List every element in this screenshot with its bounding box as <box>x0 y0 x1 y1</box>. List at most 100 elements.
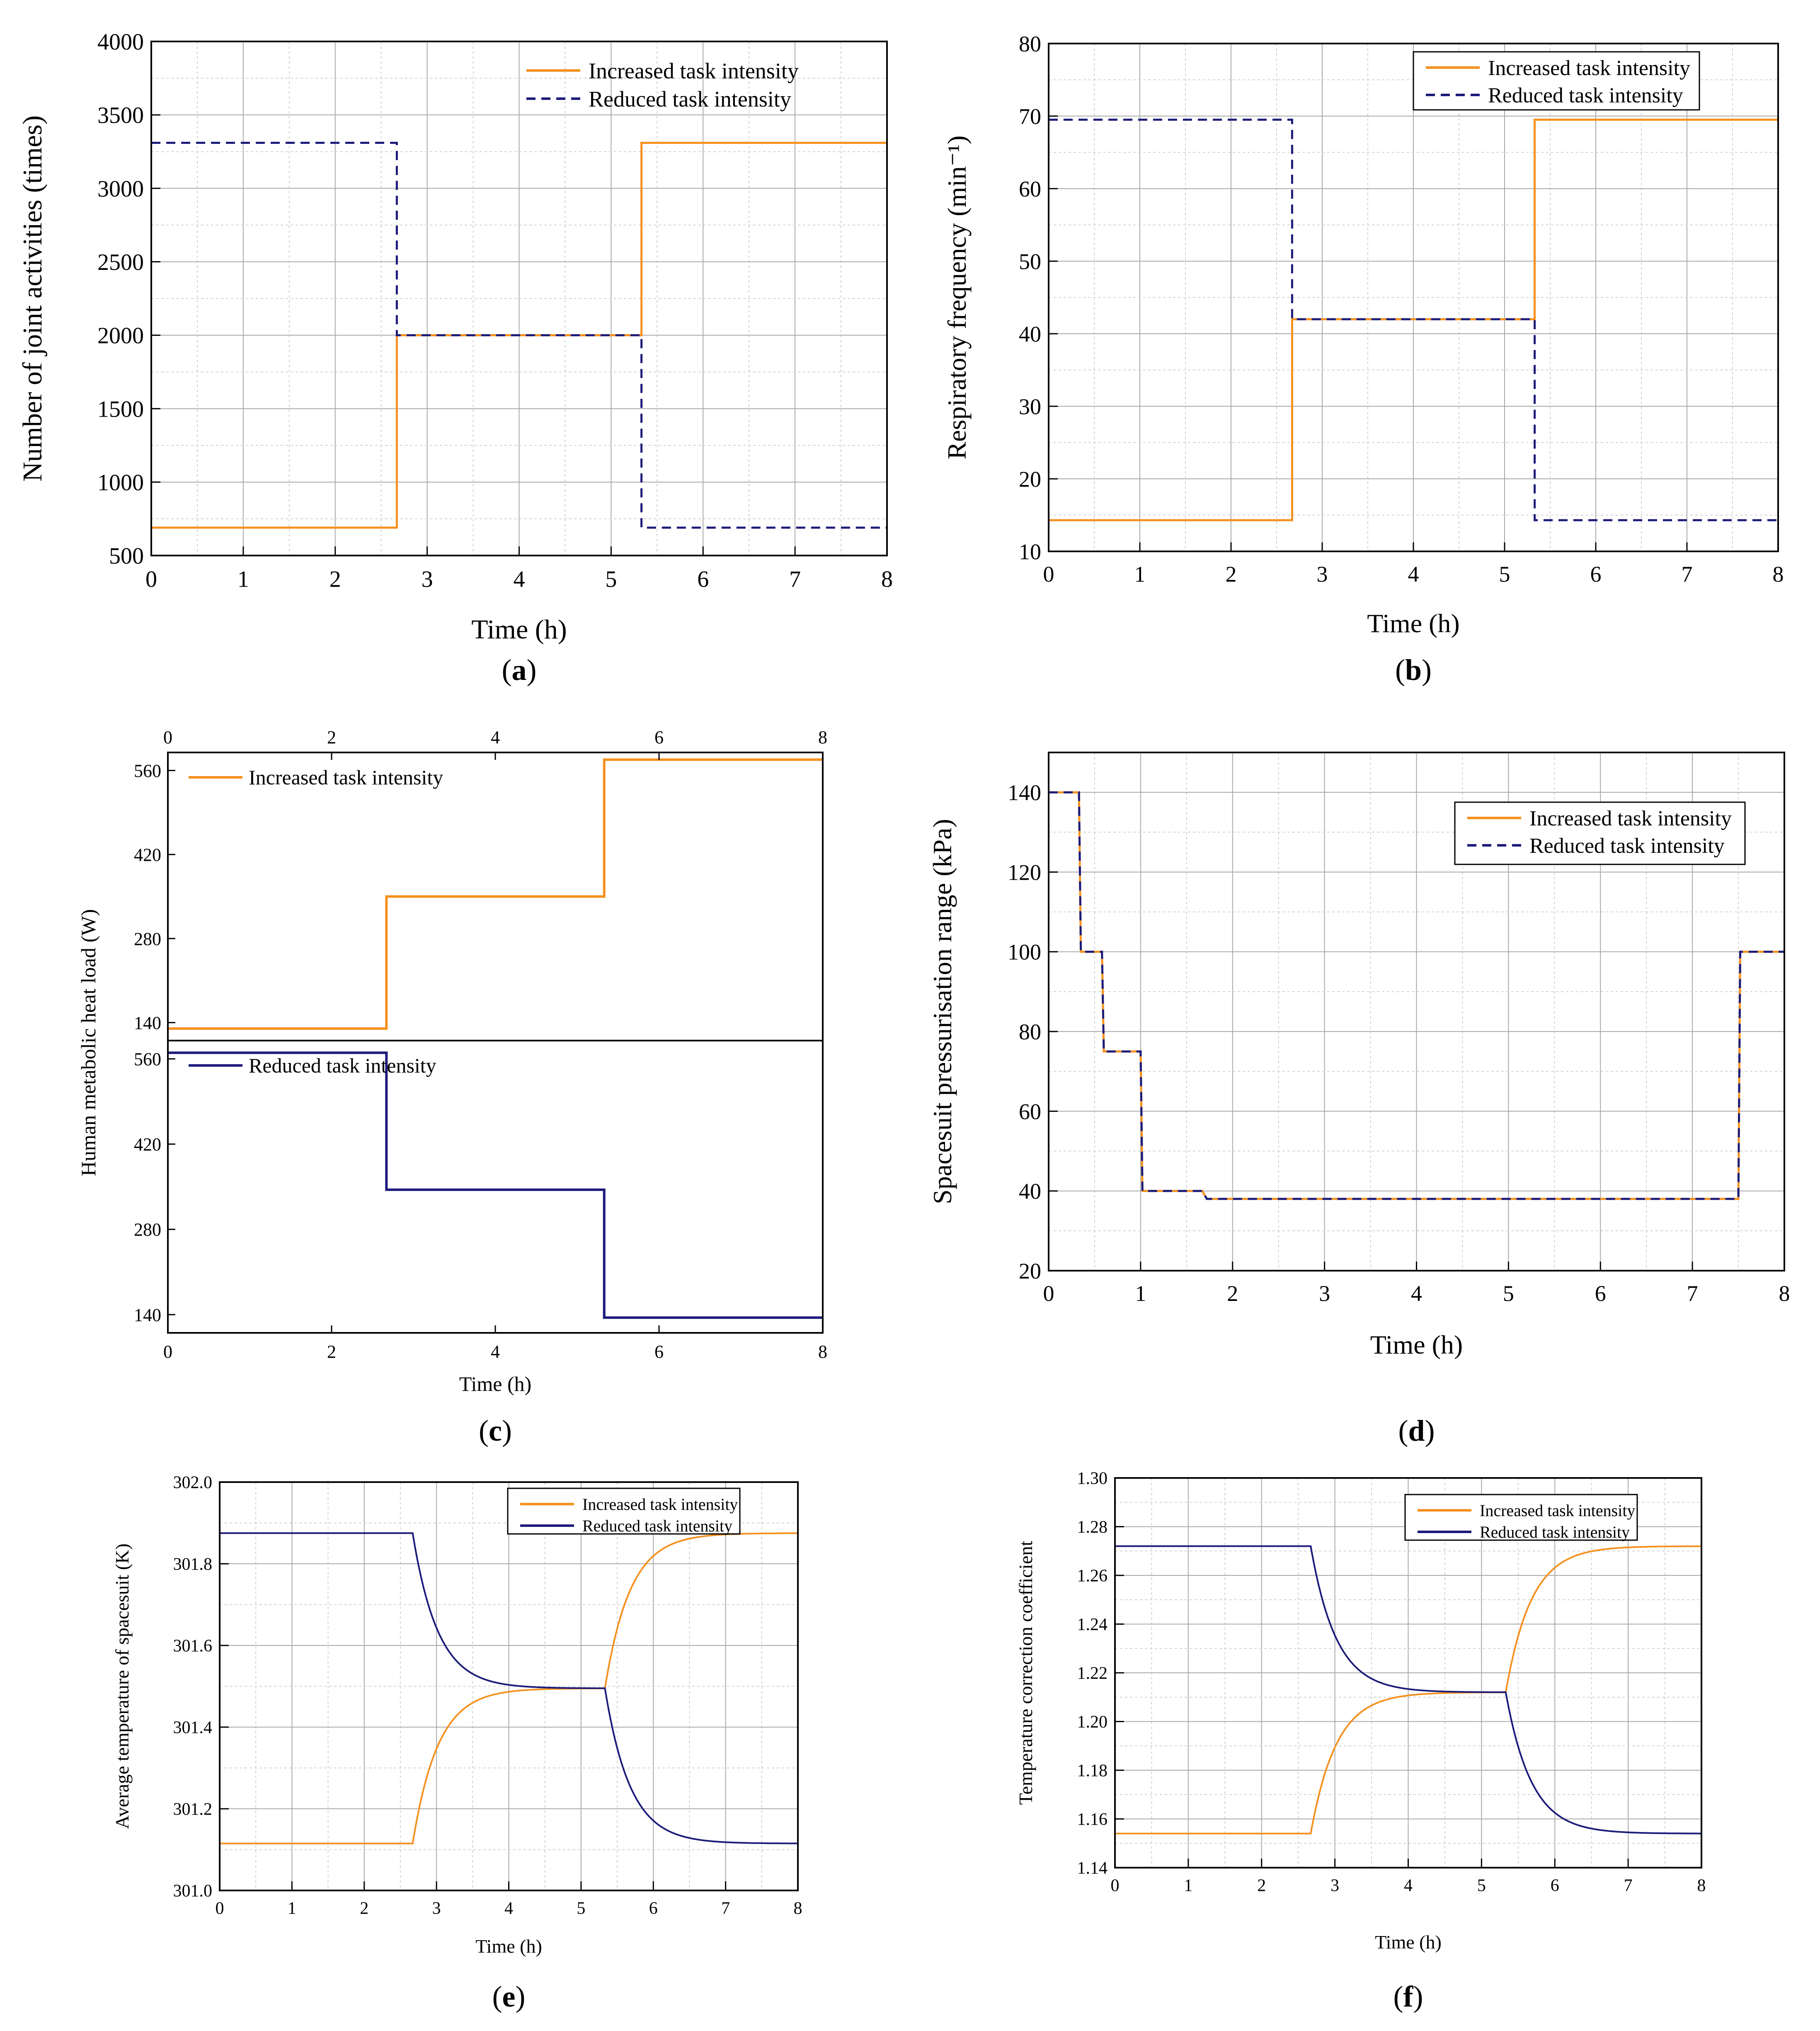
caption-a: (a) <box>502 653 537 687</box>
y-tick-label: 3000 <box>97 176 144 202</box>
series-line-increased <box>1115 1545 1701 1834</box>
y-tick-label: 60 <box>1019 177 1041 201</box>
x-tick-label: 5 <box>1499 562 1510 587</box>
legend-label: Increased task intensity <box>249 766 443 789</box>
x-tick-label: 3 <box>432 1899 441 1918</box>
x-tick-label: 3 <box>1317 562 1328 587</box>
x-tick-label: 2 <box>1227 1281 1238 1306</box>
x-tick-label: 0 <box>145 567 157 592</box>
x-tick-label: 3 <box>1330 1876 1339 1895</box>
x-tick-label: 6 <box>1590 562 1602 587</box>
x-tick-label: 4 <box>1404 1876 1413 1895</box>
x-tick-label: 3 <box>1319 1281 1330 1306</box>
x-tick-label: 2 <box>1226 562 1237 587</box>
y-tick-label: 500 <box>109 544 144 569</box>
y-tick-label: 100 <box>1008 940 1041 965</box>
plot-frame <box>1048 43 1779 552</box>
x-tick-label: 8 <box>881 567 893 592</box>
y-tick-label: 30 <box>1019 394 1041 419</box>
y-tick-label: 1.28 <box>1077 1518 1108 1537</box>
x-tick-label: 8 <box>794 1899 802 1918</box>
x-axis-label: Time (h) <box>1370 1330 1463 1359</box>
y-tick-label: 140 <box>134 1013 161 1033</box>
legend-label: Reduced task intensity <box>589 87 791 112</box>
legend-a: Increased task intensity Reduced task int… <box>526 58 799 112</box>
x-tick-label: 5 <box>1503 1281 1514 1306</box>
x-tick-label: 0 <box>1043 1281 1054 1306</box>
y-tick-label: 4000 <box>97 29 144 55</box>
legend-label: Reduced task intensity <box>249 1054 436 1077</box>
legend-label: Increased task intensity <box>1529 807 1732 830</box>
x-tick-label: 6 <box>697 567 709 592</box>
x-tick-label: 8 <box>1773 562 1784 587</box>
series-line-increased <box>220 1532 798 1844</box>
chart-e: 0 1 2 3 4 5 6 7 8 301.0 301.2 301.4 301.6 301.8 302.0 T… <box>111 1473 802 1957</box>
y-tick-label: 70 <box>1019 104 1041 129</box>
x-tick-label: 6 <box>1595 1281 1606 1306</box>
legend-box <box>1454 801 1746 865</box>
y-tick-label: 20 <box>1019 467 1041 492</box>
y-axis-label: Number of joint activities (times) <box>17 115 48 481</box>
x-tick-label: 4 <box>1411 1281 1422 1306</box>
series-line-reduced <box>1049 119 1778 522</box>
x-axis-label: Time (h) <box>475 1936 542 1957</box>
x-tick-label: 6 <box>1551 1876 1559 1895</box>
plot-frame <box>150 41 888 556</box>
x-tick-label: 1 <box>1135 1281 1146 1306</box>
caption-b: (b) <box>1395 653 1432 687</box>
x-axis-label: Time (h) <box>1375 1932 1442 1953</box>
legend-label: Increased task intensity <box>1488 56 1690 80</box>
chart-f: 0 1 2 3 4 5 6 7 8 1.14 1.16 1.18 1.20 1.22 1.24 1.26 1.2… <box>1015 1469 1706 1953</box>
x-tick-label: 7 <box>1624 1876 1633 1895</box>
legend-label: Reduced task intensity <box>1480 1523 1630 1541</box>
chart-a: 0 1 2 3 4 5 6 7 8 500 1000 1500 2000 2500 3000 3500 4000… <box>17 29 893 645</box>
y-tick-label: 560 <box>134 1049 161 1069</box>
y-tick-label: 280 <box>134 929 161 949</box>
grid <box>219 1482 798 1891</box>
y-axis-label: Spacesuit pressurisation range (kPa) <box>928 819 957 1204</box>
series-line-increased <box>1049 791 1784 1200</box>
y-tick-label: 40 <box>1019 1179 1041 1204</box>
y-tick-label: 1.22 <box>1077 1664 1108 1683</box>
y-tick-label: 140 <box>134 1305 161 1325</box>
y-tick-label: 40 <box>1019 322 1041 347</box>
y-tick-label: 1500 <box>97 396 144 422</box>
y-axis-label: Respiratory frequency (min⁻¹) <box>942 136 972 460</box>
x-tick-label: 1 <box>1134 562 1146 587</box>
y-tick-label: 420 <box>134 1134 161 1155</box>
y-tick-label: 2000 <box>97 323 144 349</box>
y-tick-label: 301.6 <box>173 1637 213 1656</box>
x-tick-label-top: 8 <box>818 727 827 747</box>
caption-d: (d) <box>1398 1414 1435 1447</box>
legend-f: Increased task intensity Reduced task int… <box>1404 1494 1638 1541</box>
legend-label: Increased task intensity <box>1480 1501 1635 1520</box>
x-tick-label-top: 2 <box>327 727 336 747</box>
y-tick-label: 1.18 <box>1077 1762 1108 1781</box>
y-tick-label: 20 <box>1019 1259 1041 1284</box>
legend-e: Increased task intensity Reduced task int… <box>507 1487 741 1535</box>
x-tick-label: 1 <box>288 1899 296 1918</box>
legend-label: Increased task intensity <box>589 58 799 83</box>
series-line-reduced <box>220 1532 798 1844</box>
legend-box <box>1413 51 1700 111</box>
x-tick-label-top: 0 <box>163 727 172 747</box>
x-tick-label: 7 <box>721 1899 730 1918</box>
x-tick-label: 2 <box>360 1899 368 1918</box>
series-line-increased <box>1049 119 1778 522</box>
y-tick-label: 301.2 <box>173 1800 213 1819</box>
y-tick-label: 50 <box>1019 249 1041 274</box>
y-tick-label: 1000 <box>97 470 144 495</box>
x-tick-label: 1 <box>237 567 249 592</box>
y-tick-label: 2500 <box>97 250 144 275</box>
x-tick-label: 4 <box>514 567 525 592</box>
y-tick-label: 280 <box>134 1220 161 1240</box>
plot-frame <box>1114 1477 1702 1868</box>
y-tick-label: 1.30 <box>1077 1469 1108 1488</box>
y-tick-label: 60 <box>1019 1099 1041 1124</box>
x-axis-label: Time (h) <box>1367 609 1459 638</box>
x-tick-label: 7 <box>789 567 801 592</box>
x-tick-label: 4 <box>504 1899 513 1918</box>
